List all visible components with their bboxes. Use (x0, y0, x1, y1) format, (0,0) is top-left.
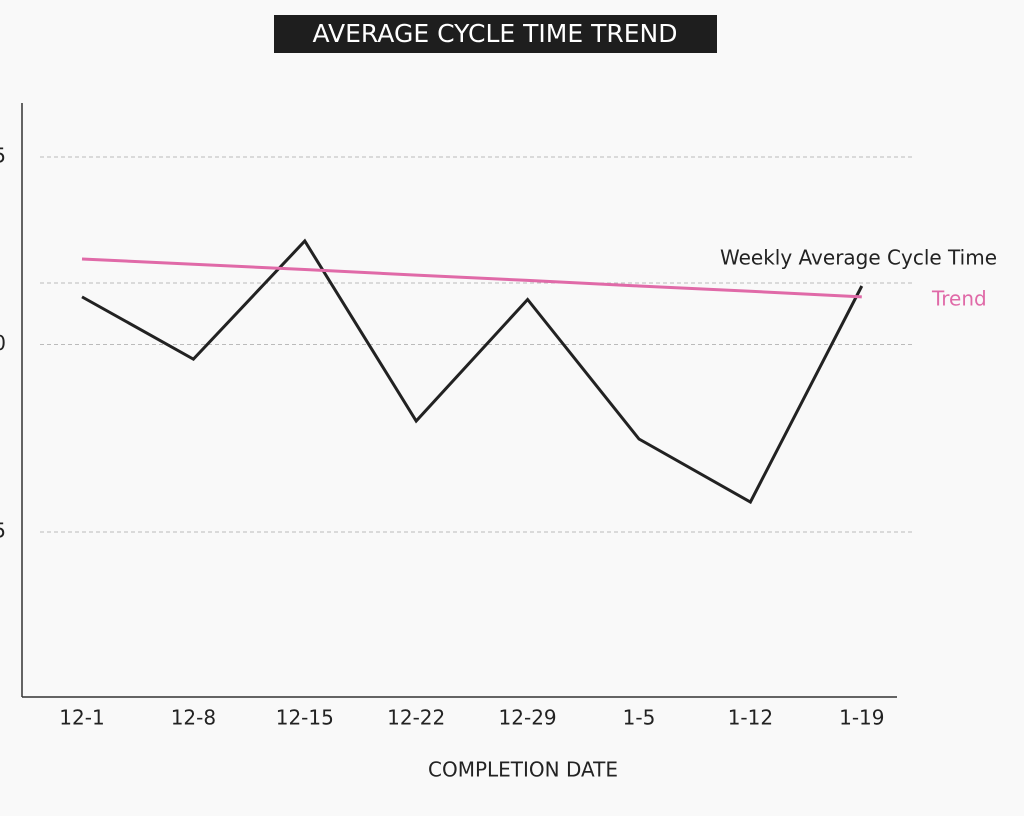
x-tick-label: 1-12 (728, 706, 773, 730)
x-tick-label: 12-15 (276, 706, 334, 730)
chart-title: AVERAGE CYCLE TIME TREND (313, 19, 678, 48)
x-tick-label: 12-22 (387, 706, 445, 730)
series-line (81, 238, 864, 505)
y-tick-label: 5 (0, 519, 6, 543)
x-tick-label: 12-8 (171, 706, 216, 730)
series-line (81, 257, 862, 299)
x-tick-label: 1-5 (623, 706, 656, 730)
y-tick-label: 5 (0, 144, 6, 168)
x-tick-label: 12-29 (499, 706, 557, 730)
series-label: Trend (931, 286, 987, 310)
y-tick-label: 0 (0, 331, 6, 355)
series-label: Weekly Average Cycle Time (720, 246, 997, 270)
x-tick-label: 1-19 (839, 706, 884, 730)
x-axis-label: COMPLETION DATE (428, 758, 618, 782)
title-box (274, 15, 717, 53)
x-tick-label: 12-1 (59, 706, 104, 730)
